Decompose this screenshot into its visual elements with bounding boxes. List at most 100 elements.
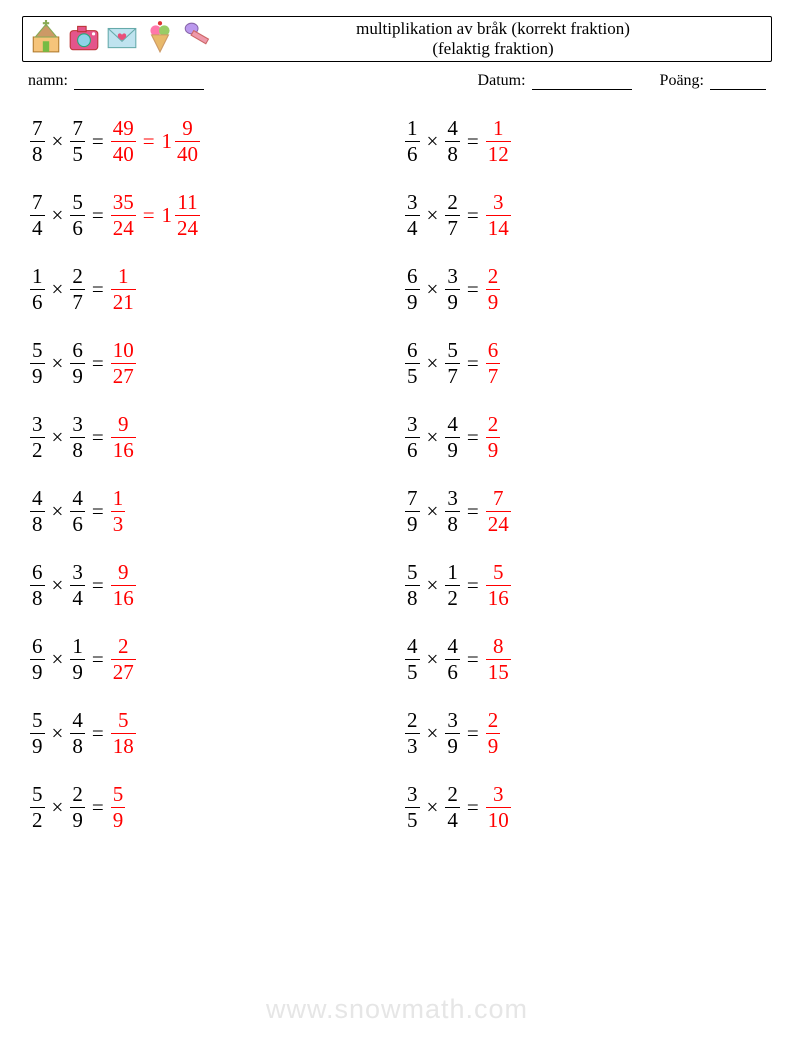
- problem-row: 59×69=1027: [30, 326, 397, 400]
- fraction: 1027: [111, 340, 136, 387]
- column-left: 78×75=4940=194074×56=3524=1112416×27=121…: [22, 104, 397, 844]
- fraction: 46: [445, 636, 460, 683]
- answer: 1027: [111, 340, 136, 387]
- fraction: 227: [111, 636, 136, 683]
- problem-row: 69×19=227: [30, 622, 397, 696]
- fraction: 34: [70, 562, 85, 609]
- answer: 227: [111, 636, 136, 683]
- equals-sign: =: [85, 499, 111, 524]
- answer: 29: [486, 266, 501, 313]
- fraction: 39: [445, 710, 460, 757]
- times-operator: ×: [420, 277, 446, 302]
- fraction: 916: [111, 414, 136, 461]
- equals-sign: =: [85, 203, 111, 228]
- fraction: 112: [486, 118, 511, 165]
- answer: 29: [486, 414, 501, 461]
- fraction: 79: [405, 488, 420, 535]
- equals-sign: =: [460, 795, 486, 820]
- fraction: 48: [445, 118, 460, 165]
- fraction: 69: [30, 636, 45, 683]
- times-operator: ×: [420, 425, 446, 450]
- date-label: Datum:: [478, 72, 526, 90]
- header-icons: [23, 20, 215, 59]
- worksheet-title: multiplikation av bråk (korrekt fraktion…: [215, 19, 771, 58]
- equals-sign: =: [460, 499, 486, 524]
- answer: 916: [111, 562, 136, 609]
- fraction: 32: [30, 414, 45, 461]
- problem-row: 35×24=310: [405, 770, 772, 844]
- fraction: 34: [405, 192, 420, 239]
- fraction: 16: [30, 266, 45, 313]
- fraction: 24: [445, 784, 460, 831]
- fraction: 57: [445, 340, 460, 387]
- answer: 112: [486, 118, 511, 165]
- fraction: 69: [405, 266, 420, 313]
- fraction: 815: [486, 636, 511, 683]
- problem-row: 79×38=724: [405, 474, 772, 548]
- fraction: 49: [445, 414, 460, 461]
- header-bar: multiplikation av bråk (korrekt fraktion…: [22, 16, 772, 62]
- mixed-number: 1940: [162, 118, 201, 165]
- fraction: 16: [405, 118, 420, 165]
- times-operator: ×: [420, 573, 446, 598]
- problem-row: 16×27=121: [30, 252, 397, 326]
- problem-row: 34×27=314: [405, 178, 772, 252]
- times-operator: ×: [45, 351, 71, 376]
- equals-sign: =: [85, 129, 111, 154]
- times-operator: ×: [45, 573, 71, 598]
- fraction: 52: [30, 784, 45, 831]
- fraction: 12: [445, 562, 460, 609]
- fraction: 518: [111, 710, 136, 757]
- love-letter-icon: [105, 20, 139, 59]
- score-blank: [710, 75, 766, 90]
- fraction: 39: [445, 266, 460, 313]
- times-operator: ×: [45, 721, 71, 746]
- equals-sign: =: [460, 203, 486, 228]
- problem-grid: 78×75=4940=194074×56=3524=1112416×27=121…: [22, 104, 772, 844]
- equals-sign: =: [460, 129, 486, 154]
- church-icon: [29, 20, 63, 59]
- fraction: 58: [405, 562, 420, 609]
- fraction: 3524: [111, 192, 136, 239]
- name-blank: [74, 75, 204, 90]
- equals-sign: =: [85, 425, 111, 450]
- fraction: 13: [111, 488, 126, 535]
- problem-row: 78×75=4940=1940: [30, 104, 397, 178]
- problem-row: 45×46=815: [405, 622, 772, 696]
- fraction: 35: [405, 784, 420, 831]
- equals-sign: =: [85, 721, 111, 746]
- times-operator: ×: [420, 721, 446, 746]
- problem-row: 74×56=3524=11124: [30, 178, 397, 252]
- problem-row: 52×29=59: [30, 770, 397, 844]
- microphone-icon: [181, 20, 215, 59]
- equals-sign: =: [460, 573, 486, 598]
- fraction: 75: [70, 118, 85, 165]
- answer: 916: [111, 414, 136, 461]
- equals-sign: =: [136, 203, 162, 228]
- equals-sign: =: [85, 795, 111, 820]
- fraction: 46: [70, 488, 85, 535]
- fraction: 67: [486, 340, 501, 387]
- date-blank: [532, 75, 632, 90]
- fraction: 48: [30, 488, 45, 535]
- equals-sign: =: [85, 277, 111, 302]
- times-operator: ×: [420, 203, 446, 228]
- answer: 724: [486, 488, 511, 535]
- equals-sign: =: [460, 351, 486, 376]
- answer: 4940: [111, 118, 136, 165]
- title-line-2: (felaktig fraktion): [215, 39, 771, 59]
- title-line-1: multiplikation av bråk (korrekt fraktion…: [215, 19, 771, 39]
- fraction: 59: [30, 340, 45, 387]
- fraction: 4940: [111, 118, 136, 165]
- score-label: Poäng:: [660, 72, 704, 90]
- problem-row: 58×12=516: [405, 548, 772, 622]
- answer: 815: [486, 636, 511, 683]
- fraction: 23: [405, 710, 420, 757]
- fraction: 65: [405, 340, 420, 387]
- answer: 67: [486, 340, 501, 387]
- problem-row: 65×57=67: [405, 326, 772, 400]
- times-operator: ×: [45, 795, 71, 820]
- fraction: 59: [111, 784, 126, 831]
- times-operator: ×: [420, 129, 446, 154]
- times-operator: ×: [45, 499, 71, 524]
